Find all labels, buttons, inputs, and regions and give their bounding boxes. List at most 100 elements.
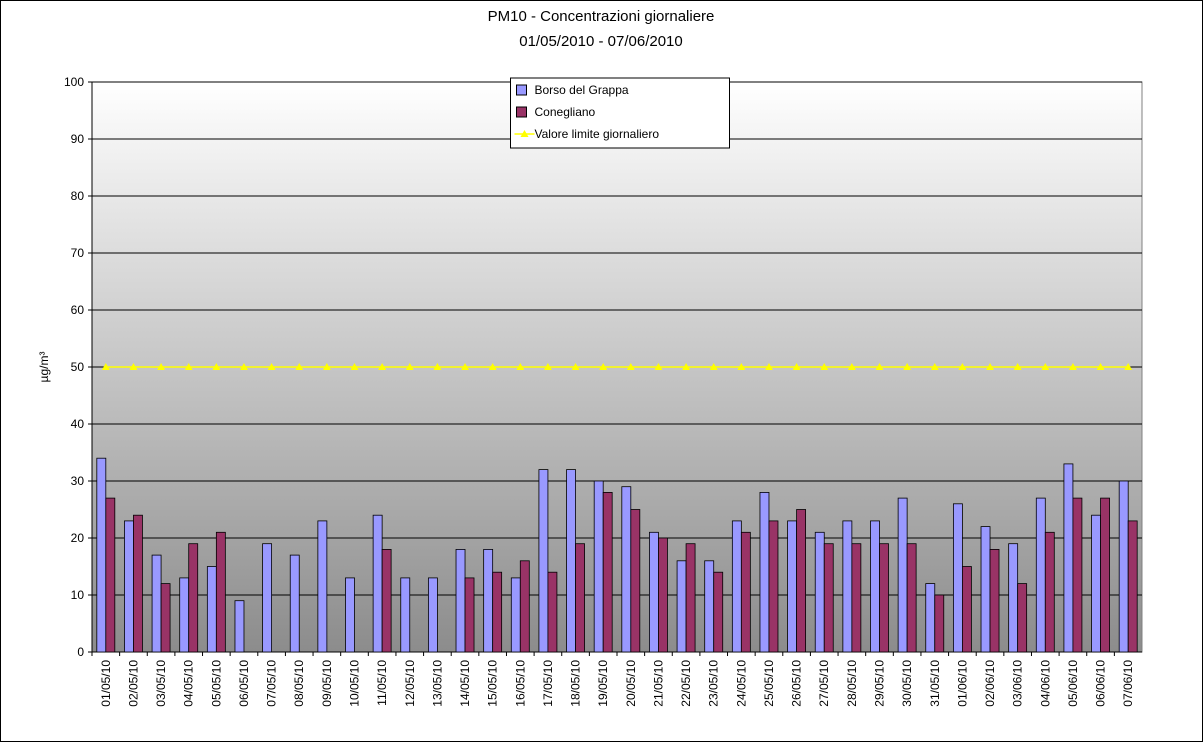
- bar: [768, 520, 779, 653]
- y-tick-label: 30: [71, 474, 85, 488]
- line-marker: [295, 363, 304, 370]
- bar: [685, 543, 696, 653]
- x-tick-label: 01/06/10: [955, 660, 969, 707]
- bar: [538, 469, 549, 653]
- bar: [897, 497, 908, 653]
- bar: [1072, 497, 1083, 653]
- line-marker: [239, 363, 248, 370]
- bar: [621, 486, 632, 653]
- bar: [519, 560, 530, 653]
- bar: [566, 469, 576, 653]
- bar: [1044, 531, 1055, 653]
- line-marker: [378, 363, 387, 370]
- bar: [658, 537, 668, 653]
- y-tick-label: 70: [71, 246, 85, 260]
- line-marker: [405, 363, 414, 370]
- line-marker: [267, 363, 276, 370]
- bar: [593, 480, 604, 653]
- x-tick-label: 14/05/10: [458, 660, 472, 707]
- bar: [713, 571, 724, 653]
- x-tick-label: 24/05/10: [734, 660, 748, 707]
- line-marker: [847, 363, 856, 370]
- bar: [206, 566, 217, 653]
- x-tick-label: 21/05/10: [651, 660, 665, 707]
- bar: [787, 520, 798, 653]
- bar: [676, 560, 687, 653]
- line-marker: [488, 363, 497, 370]
- line-marker: [626, 363, 635, 370]
- bar: [492, 571, 503, 653]
- line-marker: [986, 363, 995, 370]
- bar: [1017, 583, 1028, 653]
- x-tick-label: 08/05/10: [292, 660, 306, 707]
- line-marker: [1041, 363, 1050, 370]
- x-tick-label: 07/06/10: [1121, 660, 1135, 707]
- bar: [1008, 543, 1019, 653]
- legend-box: [510, 77, 730, 149]
- y-axis-label: µg/m³: [37, 352, 51, 383]
- line-marker: [571, 363, 580, 370]
- bar: [262, 543, 273, 653]
- x-tick-label: 28/05/10: [845, 660, 859, 707]
- y-tick-label: 60: [71, 303, 85, 317]
- bar: [372, 514, 383, 653]
- x-tick-label: 17/05/10: [541, 660, 555, 707]
- x-tick-label: 20/05/10: [624, 660, 638, 707]
- bar: [602, 491, 613, 653]
- bar: [289, 554, 300, 653]
- line-marker: [1096, 363, 1105, 370]
- bar: [547, 571, 558, 653]
- bar: [160, 583, 171, 653]
- x-tick-label: 05/06/10: [1066, 660, 1080, 707]
- legend-swatch: [516, 84, 527, 96]
- x-tick-label: 13/05/10: [430, 660, 444, 707]
- x-tick-label: 23/05/10: [707, 660, 721, 707]
- legend-swatch: [520, 130, 529, 137]
- y-tick-label: 0: [77, 645, 84, 659]
- x-tick-label: 31/05/10: [928, 660, 942, 707]
- x-tick-label: 30/05/10: [900, 660, 914, 707]
- bar: [1100, 497, 1110, 653]
- x-tick-label: 15/05/10: [486, 660, 500, 707]
- line-marker: [792, 363, 801, 370]
- line-marker: [212, 363, 221, 370]
- x-tick-label: 04/05/10: [182, 660, 196, 707]
- bar: [510, 577, 521, 653]
- line-marker: [543, 363, 552, 370]
- line-marker: [1124, 363, 1133, 370]
- bar: [814, 531, 825, 653]
- bar: [1091, 514, 1101, 653]
- x-tick-label: 04/06/10: [1038, 660, 1052, 707]
- line-marker: [682, 363, 691, 370]
- x-tick-label: 10/05/10: [348, 660, 362, 707]
- bar: [381, 549, 392, 653]
- bar: [179, 577, 190, 653]
- line-marker: [184, 363, 193, 370]
- bar: [630, 509, 641, 653]
- bar: [934, 594, 945, 653]
- y-tick-label: 20: [71, 531, 85, 545]
- bar: [400, 577, 411, 653]
- line-marker: [737, 363, 746, 370]
- legend-label: Valore limite giornaliero: [535, 127, 660, 141]
- bar: [124, 520, 134, 653]
- bar: [980, 526, 991, 653]
- y-tick-label: 100: [64, 75, 84, 89]
- bar: [842, 520, 853, 653]
- x-tick-label: 12/05/10: [403, 660, 417, 707]
- y-tick-label: 40: [71, 417, 85, 431]
- bar: [796, 509, 807, 653]
- bar: [345, 577, 355, 653]
- x-tick-label: 27/05/10: [817, 660, 831, 707]
- line-marker: [1013, 363, 1022, 370]
- bar: [105, 497, 116, 653]
- line-marker: [958, 363, 967, 370]
- x-tick-label: 03/06/10: [1011, 660, 1025, 707]
- bar: [464, 577, 475, 653]
- bar: [740, 531, 751, 653]
- bar: [704, 560, 715, 653]
- line-marker: [461, 363, 470, 370]
- bar: [870, 520, 880, 653]
- chart-subtitle: 01/05/2010 - 07/06/2010: [519, 33, 682, 50]
